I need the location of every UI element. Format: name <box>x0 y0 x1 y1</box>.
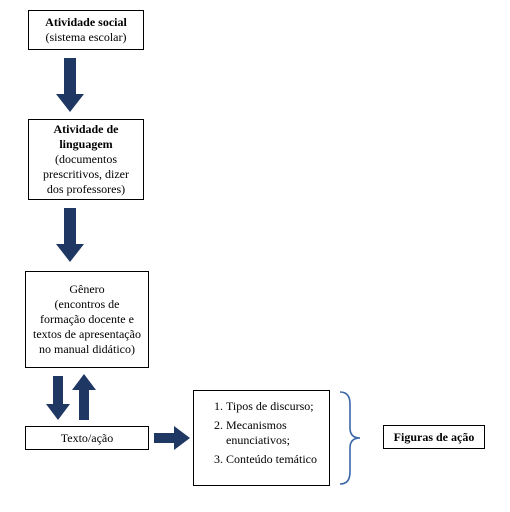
box-figuras-de-acao: Figuras de ação <box>383 425 485 449</box>
box6-title: Figuras de ação <box>394 430 475 445</box>
